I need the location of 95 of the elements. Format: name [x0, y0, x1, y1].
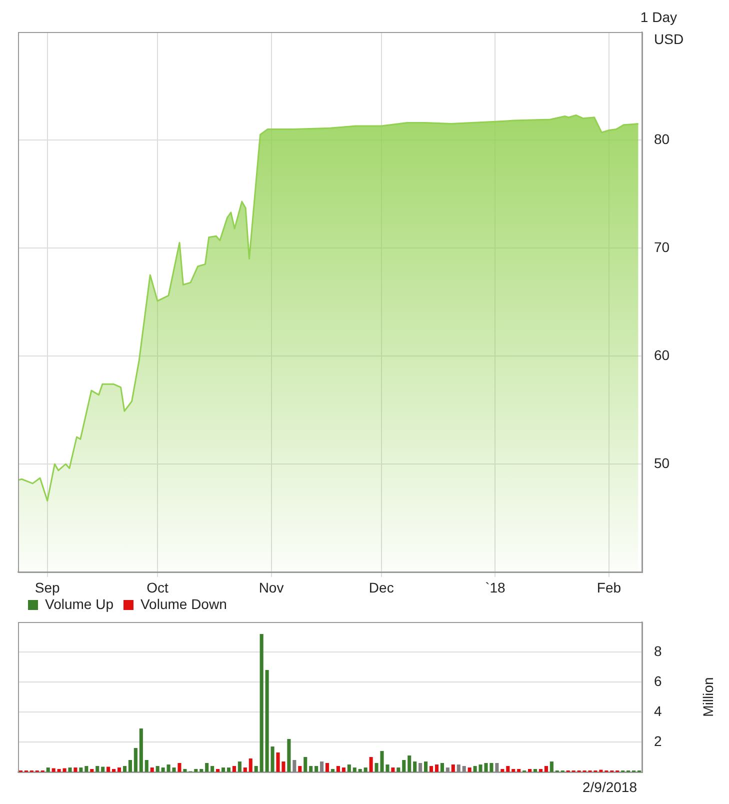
bar	[468, 768, 472, 772]
bar	[254, 766, 258, 772]
bar	[418, 763, 422, 772]
bar	[178, 763, 182, 772]
bar	[538, 769, 543, 772]
y-tick-label: 70	[654, 238, 670, 255]
bar	[544, 766, 548, 772]
bar	[314, 766, 318, 772]
bar	[517, 769, 521, 772]
bar	[183, 769, 187, 772]
bar	[512, 769, 516, 772]
bar	[106, 766, 110, 772]
bar	[248, 758, 252, 772]
bar	[446, 768, 450, 772]
bar	[117, 768, 122, 772]
bar	[90, 769, 94, 772]
bar	[194, 769, 198, 772]
bar	[408, 756, 412, 772]
bar	[336, 766, 340, 772]
bar	[364, 768, 368, 772]
y-tick-label: 8	[654, 642, 662, 659]
bar	[330, 769, 335, 772]
bar	[402, 760, 406, 772]
legend-label: Volume Up	[45, 596, 114, 612]
bar	[200, 769, 204, 772]
bar	[462, 766, 466, 772]
bar	[74, 768, 78, 772]
bar	[210, 766, 214, 772]
bar	[456, 764, 460, 772]
bar	[243, 768, 247, 772]
bar	[216, 769, 220, 772]
y-axis-title: Million	[700, 677, 716, 717]
bar	[451, 764, 455, 772]
y-tick-label: 50	[654, 454, 670, 471]
bar	[232, 766, 236, 772]
bar	[500, 769, 504, 772]
bar	[221, 768, 226, 772]
x-tick-label: Nov	[258, 579, 284, 596]
x-tick-label: `18	[485, 579, 506, 596]
y-tick-label: 80	[654, 130, 670, 147]
x-tick-label: Oct	[146, 579, 168, 596]
bar	[440, 763, 444, 772]
bar	[528, 769, 532, 772]
bar	[320, 762, 324, 772]
bar	[434, 764, 439, 772]
legend-label: Volume Down	[140, 596, 227, 612]
bar	[150, 768, 154, 772]
bar	[533, 769, 538, 772]
bar	[309, 766, 313, 772]
bar	[298, 766, 302, 772]
bar	[304, 757, 308, 772]
y-axis-title: USD	[654, 30, 684, 47]
bar	[128, 760, 132, 772]
bar	[342, 768, 346, 772]
bar	[84, 766, 88, 772]
bar	[144, 760, 148, 772]
x-tick-label: Feb	[596, 579, 622, 596]
bar	[101, 766, 105, 772]
y-tick-label: 60	[654, 346, 670, 363]
bar	[226, 768, 231, 772]
bar	[396, 768, 400, 772]
bar	[287, 739, 291, 772]
bar	[413, 762, 417, 772]
bar	[352, 768, 356, 772]
bar	[134, 748, 138, 772]
bar	[122, 766, 127, 772]
bar	[347, 764, 351, 772]
y-tick-label: 4	[654, 702, 662, 719]
bar	[260, 634, 264, 772]
bar	[52, 768, 56, 772]
bar	[550, 762, 554, 772]
bar	[369, 757, 373, 772]
bar	[424, 762, 428, 772]
bar	[495, 763, 499, 772]
bar	[238, 762, 242, 772]
bar	[46, 768, 50, 772]
bar	[292, 760, 296, 772]
bar	[68, 768, 72, 772]
y-tick-label: 6	[654, 672, 662, 689]
bar	[96, 766, 100, 772]
bar	[156, 766, 160, 772]
bar	[139, 728, 143, 772]
x-tick-label: Sep	[34, 579, 60, 596]
x-tick-label: Dec	[368, 579, 394, 596]
y-tick-label: 2	[654, 732, 662, 749]
bar	[79, 768, 83, 772]
bar	[429, 766, 434, 772]
bar	[391, 768, 395, 772]
bar	[205, 763, 209, 772]
text: 2/9/2018	[582, 778, 638, 795]
bar	[358, 769, 362, 772]
bar	[325, 763, 330, 772]
bar	[506, 766, 510, 772]
bar	[112, 769, 116, 772]
text: 1 Day	[640, 8, 677, 25]
